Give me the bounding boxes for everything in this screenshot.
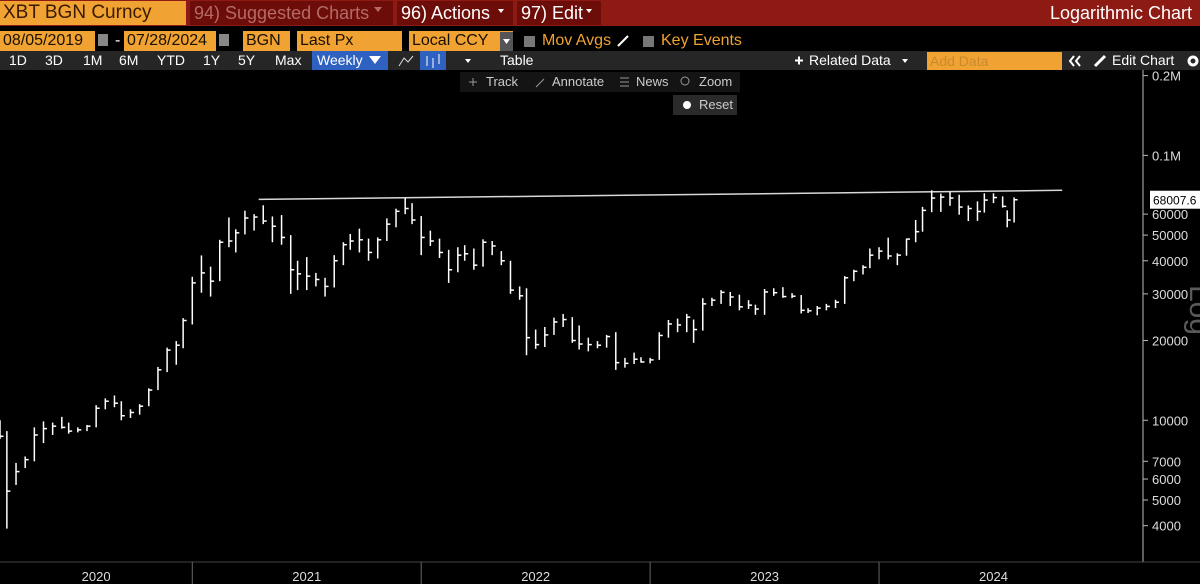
y-tick-label: 7000 xyxy=(1152,454,1181,469)
period-button[interactable]: 1D xyxy=(9,52,27,68)
y-tick-label: 6000 xyxy=(1152,472,1181,487)
start-date[interactable]: 08/05/2019 xyxy=(0,31,95,51)
dropdown-arrow xyxy=(902,59,908,63)
y-tick-label: 10000 xyxy=(1152,413,1188,428)
y-tick-label: 60000 xyxy=(1152,207,1188,222)
date-separator: - xyxy=(115,32,121,49)
track-icon xyxy=(469,78,477,86)
y-tick-label: 0.1M xyxy=(1152,148,1181,163)
period-button[interactable]: 1Y xyxy=(203,52,221,68)
pencil-icon xyxy=(617,35,629,47)
dropdown-arrow xyxy=(465,59,471,63)
tool-annotate[interactable]: Annotate xyxy=(552,74,605,89)
dropdown-arrow xyxy=(503,39,510,44)
tool-news[interactable]: News xyxy=(636,74,669,89)
frequency-select[interactable]: Weekly xyxy=(312,51,388,70)
period-button[interactable]: Max xyxy=(275,52,302,68)
dropdown-arrow xyxy=(498,9,504,13)
bar-icon xyxy=(426,54,440,68)
table-button[interactable]: Table xyxy=(500,52,534,68)
end-date[interactable]: 07/28/2024 xyxy=(124,31,216,51)
menu-edit[interactable]: 97) Edit xyxy=(517,1,601,25)
dropdown-arrow xyxy=(586,9,592,13)
x-tick-label: 2023 xyxy=(750,569,779,584)
y-tick-label: 20000 xyxy=(1152,334,1188,349)
related-data[interactable]: Related Data xyxy=(809,52,891,68)
y-tick-label: 50000 xyxy=(1152,228,1188,243)
field-select[interactable]: Last Px xyxy=(297,31,402,51)
reset-button[interactable]: Reset xyxy=(673,95,737,115)
source-field[interactable]: BGN xyxy=(243,31,290,51)
y-tick-label: 40000 xyxy=(1152,254,1188,269)
x-tick-label: 2022 xyxy=(521,569,550,584)
x-tick-label: 2024 xyxy=(979,569,1008,584)
period-button[interactable]: 6M xyxy=(119,52,139,68)
period-button[interactable]: 1M xyxy=(83,52,103,68)
y-tick-label: 0.2M xyxy=(1152,69,1181,84)
x-tick-label: 2020 xyxy=(82,569,111,584)
side-label: Log xyxy=(1183,285,1200,335)
period-button[interactable]: 5Y xyxy=(238,52,256,68)
last-price-box xyxy=(1150,190,1200,209)
currency-select[interactable]: Local CCY xyxy=(409,31,513,51)
toolbar xyxy=(0,51,1200,70)
period-button[interactable]: 3D xyxy=(45,52,63,68)
edit-chart[interactable]: Edit Chart xyxy=(1112,52,1175,68)
dropdown-arrow xyxy=(374,7,382,12)
icons xyxy=(0,7,1200,563)
menu-actions[interactable]: 96) Actions xyxy=(397,1,513,25)
calendar-icon[interactable] xyxy=(98,34,108,46)
pencil-icon xyxy=(1093,54,1107,68)
news-icon xyxy=(620,77,629,87)
gear-icon[interactable] xyxy=(1187,55,1199,67)
mov-avgs-label[interactable]: Mov Avgs xyxy=(542,32,612,49)
menu-suggested[interactable]: 94) Suggested Charts xyxy=(190,1,393,25)
calendar-icon[interactable] xyxy=(219,34,229,46)
last-price-label: 68007.6 xyxy=(1153,194,1197,208)
period-button[interactable]: YTD xyxy=(157,52,185,68)
plus-icon xyxy=(795,56,803,65)
y-tick-label: 30000 xyxy=(1152,287,1188,302)
y-tick-label: 5000 xyxy=(1152,493,1181,508)
checkbox[interactable] xyxy=(524,36,535,47)
trendline xyxy=(258,189,1063,201)
tool-track[interactable]: Track xyxy=(486,74,519,89)
x-tick-label: 2021 xyxy=(292,569,321,584)
tool-strip xyxy=(460,72,740,92)
checkbox[interactable] xyxy=(643,36,654,47)
dropdown-arrow xyxy=(369,56,381,64)
line-icon[interactable] xyxy=(398,55,414,67)
chart-mode: Logarithmic Chart xyxy=(1049,3,1192,23)
zoom-icon xyxy=(680,76,690,86)
collapse-icon[interactable] xyxy=(1068,55,1081,67)
add-data-field[interactable]: Add Data xyxy=(927,52,1062,70)
reset-icon xyxy=(683,101,691,109)
annotate-icon xyxy=(535,78,545,88)
security-field[interactable]: XBT BGN Curncy xyxy=(0,1,186,25)
key-events-label[interactable]: Key Events xyxy=(661,32,742,49)
y-tick-label: 4000 xyxy=(1152,519,1181,534)
tool-zoom[interactable]: Zoom xyxy=(699,74,733,89)
